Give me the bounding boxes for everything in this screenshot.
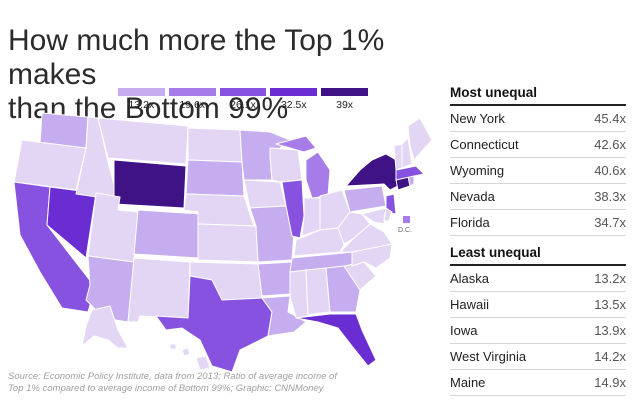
least-unequal-row: West Virginia 14.2x [450, 344, 626, 370]
legend-label-5: 39x [336, 99, 354, 111]
us-choropleth-map: D.C. [13, 112, 433, 372]
source-note: Source: Economic Policy Institute, data … [8, 371, 388, 395]
source-line-1: Source: Economic Policy Institute, data … [8, 371, 337, 382]
state-newhampshire [401, 137, 413, 169]
row-state: Hawaii [450, 297, 490, 312]
legend-swatch-2 [168, 88, 216, 96]
state-newyork [345, 153, 399, 191]
legend-labels: 13.2x 19.6x 26.1x 32.5x 39x [118, 99, 368, 111]
state-montana [97, 117, 189, 165]
legend-label-2: 19.6x [179, 99, 206, 111]
state-newmexico [127, 257, 191, 323]
legend-label-1: 13.2x [128, 99, 155, 111]
state-hawaii [169, 343, 211, 371]
state-maine [407, 117, 433, 161]
state-texas [155, 275, 273, 372]
row-state: Maine [450, 375, 486, 390]
least-unequal-title: Least unequal [450, 245, 541, 260]
legend-bar [118, 88, 368, 96]
row-value: 42.6x [594, 137, 626, 152]
row-state: Florida [450, 215, 490, 230]
state-colorado [133, 209, 201, 259]
row-value: 14.9x [594, 375, 626, 390]
row-value: 45.4x [594, 111, 626, 126]
state-iowa [243, 179, 287, 209]
state-oregon [13, 139, 87, 191]
dc-marker [403, 216, 410, 223]
state-alaska [81, 305, 129, 349]
row-value: 13.9x [594, 323, 626, 338]
state-wyoming [113, 159, 187, 209]
row-state: Nevada [450, 189, 495, 204]
state-mississippi [289, 269, 309, 319]
state-northdakota [187, 127, 243, 163]
least-unequal-row: Iowa 13.9x [450, 318, 626, 344]
state-indiana [301, 197, 321, 237]
row-state: Iowa [450, 323, 478, 338]
row-state: Wyoming [450, 163, 505, 178]
state-florida [295, 313, 377, 367]
most-unequal-rule [450, 104, 626, 106]
row-state: New York [450, 111, 505, 126]
color-legend: 13.2x 19.6x 26.1x 32.5x 39x [118, 88, 368, 114]
dc-label: D.C. [398, 227, 412, 234]
state-newjersey [385, 193, 397, 215]
chart-title: How much more the Top 1% makes than the … [8, 24, 478, 126]
state-alabama [305, 267, 331, 317]
state-massachusetts [395, 165, 425, 181]
legend-swatch-4 [270, 88, 318, 96]
row-value: 34.7x [594, 215, 626, 230]
legend-swatch-1 [118, 88, 165, 96]
least-unequal-row: Hawaii 13.5x [450, 292, 626, 318]
row-value: 38.3x [594, 189, 626, 204]
most-unequal-row: New York 45.4x [450, 106, 626, 132]
most-unequal-row: Florida 34.7x [450, 210, 626, 236]
most-unequal-title: Most unequal [450, 85, 537, 100]
state-southdakota [185, 159, 245, 197]
row-value: 13.2x [594, 271, 626, 286]
state-wisconsin [269, 147, 303, 183]
title-line-1: How much more the Top 1% makes [8, 24, 385, 92]
legend-label-4: 32.5x [280, 99, 307, 111]
least-unequal-rule [450, 264, 626, 266]
state-maryland [361, 207, 387, 225]
state-kansas [197, 223, 259, 263]
state-delaware [383, 207, 393, 223]
legend-swatch-5 [321, 88, 368, 96]
source-line-2: Top 1% compared to average income of Bot… [8, 383, 324, 394]
state-pennsylvania [343, 185, 387, 213]
row-state: Alaska [450, 271, 490, 286]
state-vermont [393, 143, 403, 171]
legend-label-3: 26.1x [230, 99, 256, 111]
most-unequal-row: Connecticut 42.6x [450, 132, 626, 158]
state-louisiana [261, 295, 307, 337]
legend-swatch-3 [219, 88, 267, 96]
least-unequal-row: Alaska 13.2x [450, 266, 626, 292]
state-arkansas [257, 261, 293, 297]
most-unequal-row: Nevada 38.3x [450, 184, 626, 210]
row-value: 14.2x [594, 349, 626, 364]
ranking-table: Most unequal New York 45.4x Connecticut … [450, 82, 626, 396]
row-value: 13.5x [594, 297, 626, 312]
most-unequal-row: Wyoming 40.6x [450, 158, 626, 184]
row-value: 40.6x [594, 163, 626, 178]
row-state: West Virginia [450, 349, 527, 364]
least-unequal-row: Maine 14.9x [450, 370, 626, 396]
row-state: Connecticut [450, 137, 519, 152]
